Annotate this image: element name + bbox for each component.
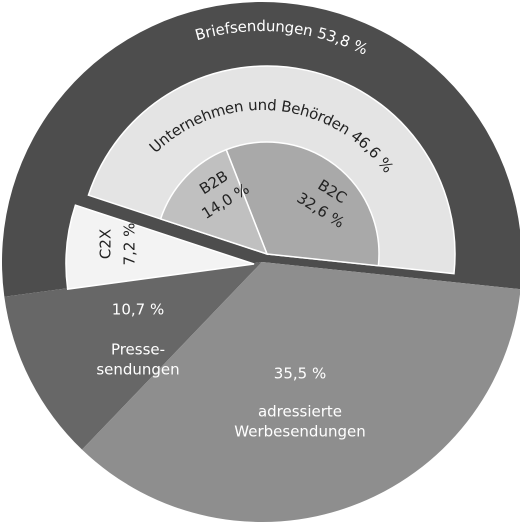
slice-name: C2X xyxy=(97,229,115,259)
slice-value: 7,2 % xyxy=(121,223,139,266)
slice-name: adressierte xyxy=(258,403,342,421)
pie-slice xyxy=(225,141,380,267)
slice-label: 35,5 % adressierte Werbesendungen xyxy=(234,365,365,441)
pie-slice xyxy=(65,204,255,290)
slice-name: sendungen xyxy=(96,361,179,379)
pie-slice xyxy=(82,262,520,522)
slice-label: 10,7 % Presse-sendungen xyxy=(96,301,179,379)
slice-value: 10,7 % xyxy=(112,301,164,319)
slice-value: 35,5 % xyxy=(274,365,326,383)
pie-slice xyxy=(159,148,269,256)
slice-name: Presse- xyxy=(111,341,165,359)
slice-name: Werbesendungen xyxy=(234,423,365,441)
pie-slice xyxy=(4,262,263,450)
slice-label: C2X 7,2 % xyxy=(97,223,139,266)
